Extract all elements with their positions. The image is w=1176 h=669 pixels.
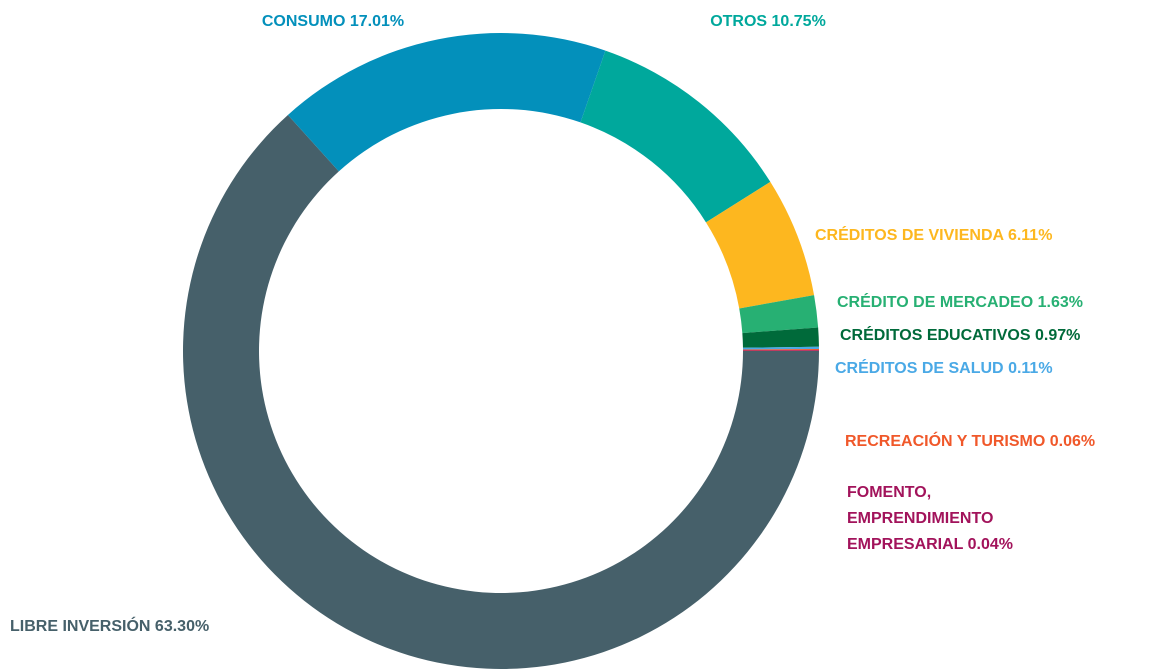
donut-slice — [183, 114, 819, 669]
value-label: 6.11% — [1007, 227, 1053, 244]
value-label: 0.97% — [1035, 327, 1081, 344]
donut-slice — [742, 327, 819, 348]
value-label: 0.06% — [1049, 433, 1096, 450]
category-name: RECREACIÓN Y TURISMO — [845, 433, 1046, 450]
donut-slice — [742, 346, 819, 350]
donut-slice — [705, 181, 815, 309]
category-name: OTROS — [710, 13, 768, 30]
slice-label: CRÉDITO DE MERCADEO 1.63% — [837, 290, 1083, 316]
value-label: 0.11% — [1008, 360, 1053, 377]
value-label: 10.75% — [771, 13, 826, 30]
slice-label: CRÉDITOS DE VIVIENDA 6.11% — [815, 223, 1052, 249]
donut-slice — [742, 350, 819, 351]
slice-label: CRÉDITOS EDUCATIVOS 0.97% — [840, 323, 1080, 349]
donut-slice — [580, 50, 771, 223]
slice-label: CRÉDITOS DE SALUD 0.11% — [835, 356, 1053, 382]
slice-label: RECREACIÓN Y TURISMO 0.06% — [845, 429, 1095, 455]
value-label: 63.30% — [154, 618, 210, 635]
donut-slice — [287, 33, 606, 172]
slice-label: OTROS 10.75% — [618, 9, 918, 35]
slice-label: FOMENTO, EMPRENDIMIENTO EMPRESARIAL 0.04… — [847, 480, 1047, 558]
donut-slice — [739, 295, 819, 334]
value-label: 17.01% — [349, 13, 405, 30]
category-name: CRÉDITOS EDUCATIVOS — [840, 327, 1031, 344]
category-name: CRÉDITO DE MERCADEO — [837, 294, 1034, 311]
category-name: CONSUMO — [261, 13, 346, 30]
category-name: CRÉDITOS DE SALUD — [835, 360, 1004, 377]
category-name: LIBRE INVERSIÓN — [10, 618, 151, 635]
donut-slice — [742, 349, 819, 351]
value-label: 0.04% — [967, 536, 1013, 553]
value-label: 1.63% — [1037, 294, 1083, 311]
category-name: CRÉDITOS DE VIVIENDA — [815, 227, 1004, 244]
slice-label: CONSUMO 17.01% — [183, 9, 483, 35]
category-name: FOMENTO, EMPRENDIMIENTO EMPRESARIAL — [847, 484, 994, 553]
slice-label: LIBRE INVERSIÓN 63.30% — [10, 614, 209, 640]
